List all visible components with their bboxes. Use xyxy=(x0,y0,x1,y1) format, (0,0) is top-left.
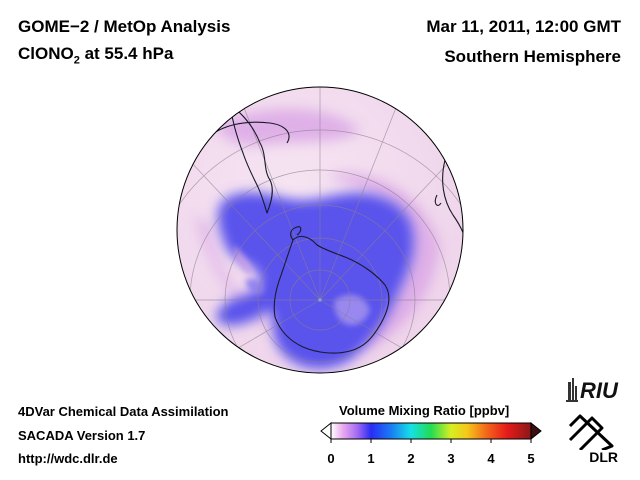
colorbar-tick-2: 2 xyxy=(407,451,415,466)
colorbar-title: Volume Mixing Ratio [ppbv] xyxy=(339,403,510,418)
hemisphere-map xyxy=(176,86,464,374)
riu-logo-text: RIU xyxy=(580,378,619,403)
riu-logo: RIU xyxy=(566,378,619,403)
colorbar xyxy=(320,421,542,443)
region-label: Southern Hemisphere xyxy=(444,47,621,66)
colorbar-tick-1: 1 xyxy=(367,451,375,466)
date-time: Mar 11, 2011, 12:00 GMT xyxy=(426,17,621,36)
colorbar-tick-0: 0 xyxy=(327,451,335,466)
colorbar-tick-4: 4 xyxy=(487,451,495,466)
colorbar-tick-3: 3 xyxy=(447,451,455,466)
title-line1: GOME−2 / MetOp Analysis xyxy=(18,17,231,36)
dlr-logo-icon xyxy=(568,414,614,450)
footer-url: http://wdc.dlr.de xyxy=(18,451,118,466)
dlr-logo-text: DLR xyxy=(589,449,618,465)
footer-line2: SACADA Version 1.7 xyxy=(18,428,146,443)
species-level: at 55.4 hPa xyxy=(79,44,174,63)
colorbar-tick-5: 5 xyxy=(527,451,535,466)
species-main: ClONO xyxy=(18,44,74,63)
footer-line1: 4DVar Chemical Data Assimilation xyxy=(18,404,229,419)
species-title: ClONO2 at 55.4 hPa xyxy=(18,44,173,66)
colorbar-low-arrow xyxy=(320,421,332,441)
colorbar-high-arrow xyxy=(530,421,542,441)
species-subscript: 2 xyxy=(73,54,80,67)
